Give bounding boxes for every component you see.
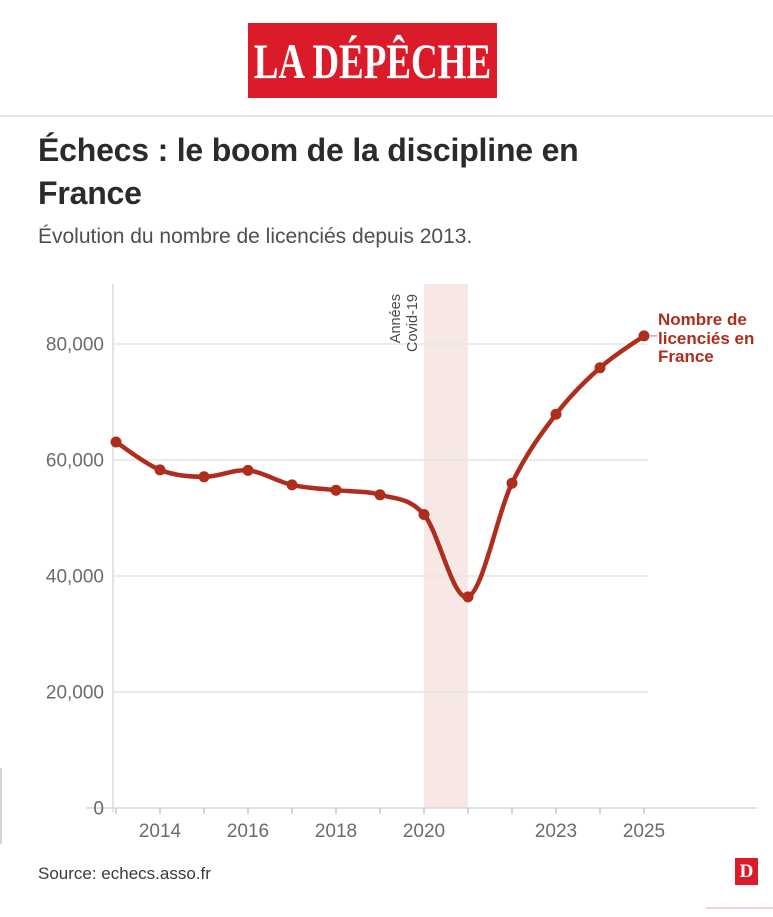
article-title: Échecs : le boom de la discipline en Fra… bbox=[38, 132, 579, 211]
data-point-2023[interactable] bbox=[550, 408, 562, 420]
y-tick-label-20000: 20,000 bbox=[46, 683, 104, 704]
data-point-2016[interactable] bbox=[242, 464, 254, 476]
article-subtitle: Évolution du nombre de licenciés depuis … bbox=[38, 225, 473, 248]
x-tick-label-2016: 2016 bbox=[227, 821, 269, 842]
x-tick-label-2025: 2025 bbox=[623, 821, 665, 842]
data-point-2024[interactable] bbox=[594, 362, 606, 374]
brand-watermark: D bbox=[735, 858, 758, 885]
licencies-line-chart: 0 20,000 40,000 60,000 80,000 2014 2016 2018 202… bbox=[46, 284, 757, 842]
covid-annotation-line1: Années bbox=[388, 294, 404, 344]
series-end-label-line1: Nombre de bbox=[658, 310, 747, 329]
brand-logo-text: LA DÉPÊCHE bbox=[253, 32, 492, 89]
covid-years-annotation: Années Covid-19 bbox=[388, 294, 421, 360]
bottom-right-divider-fragment bbox=[706, 907, 773, 909]
watermark-letter: D bbox=[739, 860, 754, 882]
series-line bbox=[113, 333, 647, 600]
data-point-2013[interactable] bbox=[110, 436, 122, 448]
data-point-2025[interactable] bbox=[638, 330, 650, 342]
x-tick-label-2020: 2020 bbox=[403, 821, 445, 842]
data-point-2021[interactable] bbox=[462, 591, 474, 603]
series-end-label-line2: licenciés en bbox=[658, 328, 755, 348]
y-tick-label-60000: 60,000 bbox=[46, 451, 104, 472]
data-point-2015[interactable] bbox=[198, 471, 210, 483]
data-point-2019[interactable] bbox=[374, 489, 386, 501]
covid-band bbox=[424, 284, 468, 808]
y-tick-label-80000: 80,000 bbox=[46, 335, 104, 356]
left-border-fragment bbox=[0, 768, 2, 844]
x-tick-label-2018: 2018 bbox=[315, 821, 357, 842]
data-point-2018[interactable] bbox=[330, 484, 342, 496]
series-end-label-line3: France bbox=[658, 347, 714, 366]
data-point-2014[interactable] bbox=[154, 464, 166, 476]
data-point-2020[interactable] bbox=[418, 509, 430, 520]
header-divider bbox=[0, 115, 773, 117]
y-tick-label-0: 0 bbox=[93, 799, 104, 820]
covid-annotation-line2: Covid-19 bbox=[404, 294, 421, 353]
data-point-2017[interactable] bbox=[286, 479, 298, 491]
series-end-label: Nombre de licenciés en France bbox=[658, 310, 755, 367]
x-tick-label-2023: 2023 bbox=[535, 821, 577, 842]
x-tick-label-2014: 2014 bbox=[139, 821, 182, 842]
y-tick-label-40000: 40,000 bbox=[46, 567, 104, 588]
brand-logo[interactable]: LA DÉPÊCHE bbox=[248, 23, 497, 98]
data-point-2022[interactable] bbox=[506, 477, 518, 489]
source-note: Source: echecs.asso.fr bbox=[38, 864, 211, 883]
